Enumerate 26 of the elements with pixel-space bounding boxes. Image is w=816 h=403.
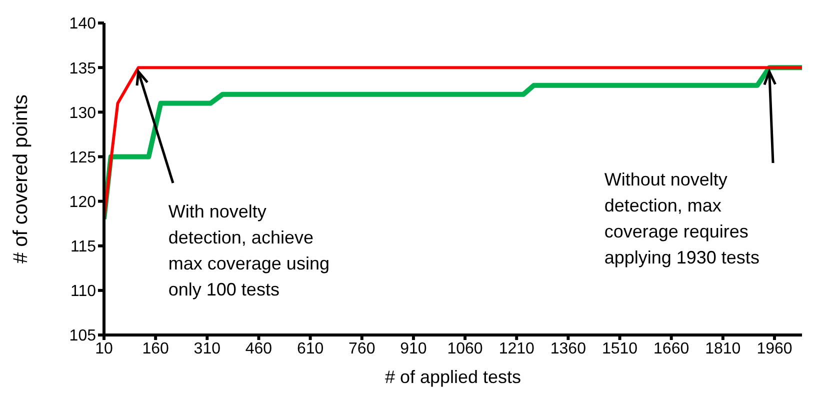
- y-tick-label: 135: [69, 60, 96, 78]
- x-tick-label: 610: [296, 340, 324, 358]
- x-tick-label: 310: [194, 340, 221, 358]
- y-tick-label: 105: [69, 328, 96, 345]
- x-tick-label: 1510: [602, 340, 638, 358]
- x-tick-label: 910: [400, 340, 427, 358]
- y-tick-label: 120: [69, 194, 96, 211]
- x-tick-label: 1660: [654, 340, 690, 358]
- x-tick-label: 10: [95, 340, 113, 358]
- x-tick-label: 160: [142, 340, 170, 358]
- y-tick-label: 115: [70, 238, 96, 256]
- y-tick-label: 110: [70, 283, 96, 300]
- x-tick-label: 1360: [550, 340, 586, 358]
- x-tick-label: 1060: [447, 340, 483, 358]
- y-axis-title: # of covered points: [10, 94, 32, 264]
- x-axis-title: # of applied tests: [384, 367, 522, 387]
- annotation: Without novelty detection, max coverage requires applying 1930 tests: [604, 170, 760, 268]
- x-tick-label: 1810: [705, 340, 741, 358]
- annotation: With novelty detection, achieve max coverage using only 100 tests: [168, 202, 330, 300]
- x-tick-label: 760: [348, 340, 376, 358]
- y-tick-label: 125: [69, 149, 96, 166]
- x-tick-label: 1960: [756, 340, 792, 358]
- y-tick-label: 140: [69, 16, 96, 33]
- x-tick-label: 1210: [498, 340, 535, 358]
- x-tick-label: 460: [245, 340, 272, 358]
- y-tick-label: 130: [69, 104, 96, 122]
